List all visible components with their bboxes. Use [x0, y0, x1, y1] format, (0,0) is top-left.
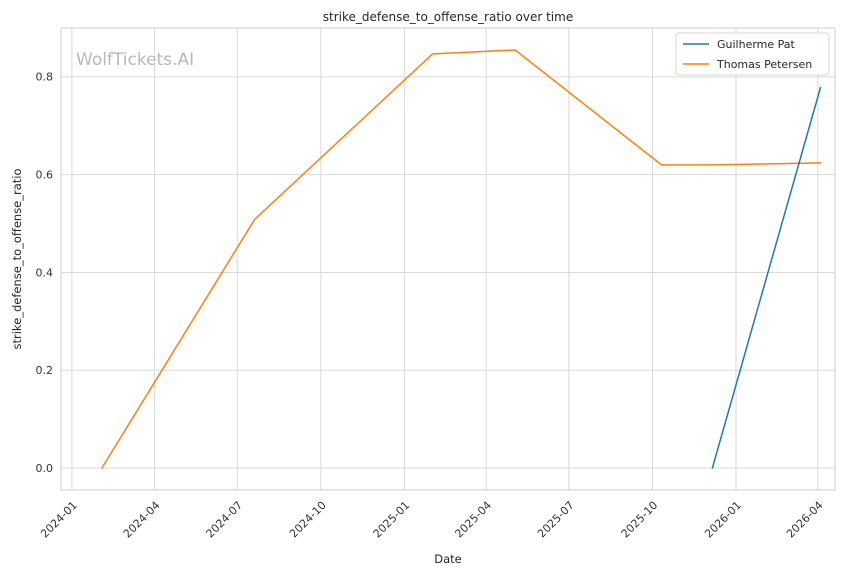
series-line	[711, 86, 822, 469]
x-tick-label: 2025-01	[371, 499, 413, 541]
series-line	[100, 49, 822, 470]
x-tick-label: 2026-04	[784, 499, 826, 541]
x-axis-ticks: 2024-01 2024-04 2024-07 2024-10 2025-01 2025-…	[38, 499, 826, 541]
plot-area	[60, 27, 836, 491]
y-tick-label: 0.4	[36, 266, 54, 279]
x-axis-label: Date	[434, 552, 462, 566]
y-axis-label: strike_defense_to_offense_ratio	[10, 168, 24, 349]
series-lines	[100, 49, 822, 470]
x-tick-label: 2025-10	[619, 499, 661, 541]
x-tick-label: 2025-04	[452, 499, 494, 541]
legend: Guilherme Pat Thomas Petersen	[675, 32, 830, 76]
y-tick-label: 0.0	[36, 462, 54, 475]
y-tick-label: 0.8	[36, 71, 54, 84]
x-tick-label: 2026-01	[702, 499, 744, 541]
x-tick-label: 2024-10	[287, 499, 329, 541]
x-tick-label: 2024-04	[121, 499, 163, 541]
grid	[61, 28, 835, 490]
y-tick-label: 0.2	[36, 364, 54, 377]
y-axis-ticks: 0.0 0.2 0.4 0.6 0.8	[36, 71, 54, 475]
watermark: WolfTickets.AI	[76, 50, 194, 70]
x-tick-label: 2024-07	[203, 499, 245, 541]
x-tick-label: 2025-07	[535, 499, 577, 541]
y-tick-label: 0.6	[36, 169, 54, 182]
legend-box	[675, 32, 830, 76]
x-tick-label: 2024-01	[38, 499, 80, 541]
legend-label: Guilherme Pat	[717, 38, 796, 51]
chart-title: strike_defense_to_offense_ratio over tim…	[323, 10, 573, 24]
legend-label: Thomas Petersen	[716, 58, 812, 71]
